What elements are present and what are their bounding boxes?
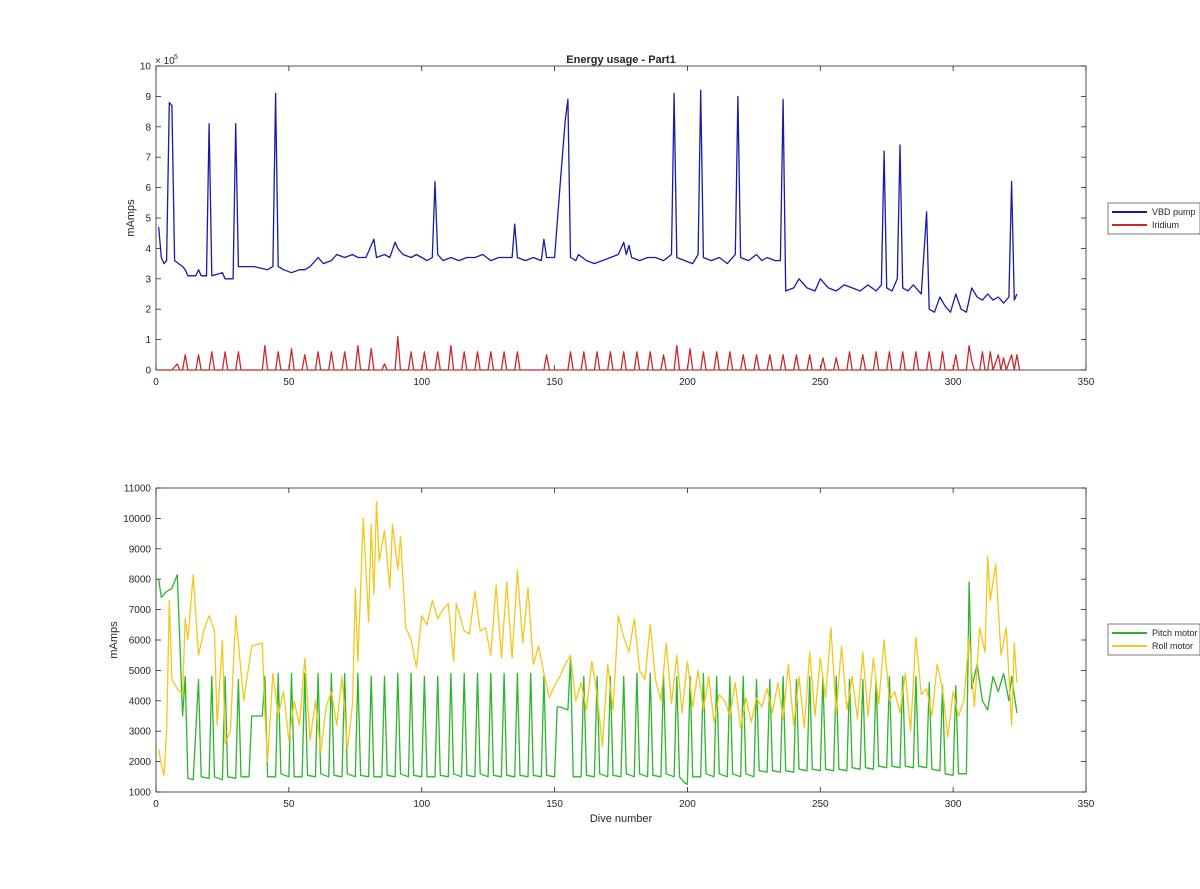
series-top xyxy=(158,89,1021,371)
energy-chart-top: Energy usage - Part1 mAmps × 10 5 0 50 100… xyxy=(125,54,1200,388)
legend-box-top xyxy=(1107,202,1200,235)
series-line-vbd-pump xyxy=(158,89,1018,313)
y-exponent-power: 5 xyxy=(174,54,178,61)
legend-box-bottom xyxy=(1107,623,1200,656)
y-tick-label: 6 xyxy=(145,183,151,194)
y-axis-label-bottom: mAmps xyxy=(108,621,120,659)
y-tick-label: 2 xyxy=(145,305,151,316)
legend-bottom: Pitch motor Roll motor xyxy=(1107,623,1200,656)
ticks-top: 0 50 100 150 200 250 300 350 0 1 2 3 4 5 6 7 8 9 10 xyxy=(140,62,1095,389)
y-axis-label-top: mAmps xyxy=(125,199,137,237)
y-tick-label: 7 xyxy=(145,153,151,164)
x-tick-label: 50 xyxy=(283,377,295,388)
ticks-bottom: 0 50 100 150 200 250 300 350 1000 2000 3000 4000 500… xyxy=(123,484,1095,811)
x-tick-label: 150 xyxy=(546,799,563,810)
x-tick-label: 350 xyxy=(1078,377,1095,388)
x-tick-label: 350 xyxy=(1078,799,1095,810)
x-tick-label: 150 xyxy=(546,377,563,388)
plot-area-top xyxy=(155,65,1087,371)
legend-label-pitch-motor: Pitch motor xyxy=(1152,628,1198,638)
legend-label-roll-motor: Roll motor xyxy=(1152,641,1193,651)
x-tick-label: 100 xyxy=(413,377,430,388)
y-tick-label: 2000 xyxy=(129,757,152,768)
y-tick-label: 7000 xyxy=(129,605,152,616)
legend-label-iridium: Iridium xyxy=(1152,220,1179,230)
series-bottom xyxy=(158,501,1018,786)
y-tick-label: 9 xyxy=(145,92,151,103)
x-tick-label: 200 xyxy=(679,377,696,388)
y-tick-label: 5000 xyxy=(129,666,152,677)
energy-chart-bottom: Dive number mAmps 0 50 100 150 200 250 300 350 1… xyxy=(108,484,1200,825)
y-tick-label: 0 xyxy=(145,366,151,377)
x-tick-label: 0 xyxy=(153,799,159,810)
y-tick-label: 1000 xyxy=(129,788,152,799)
x-tick-label: 200 xyxy=(679,799,696,810)
x-tick-label: 0 xyxy=(153,377,159,388)
x-tick-label: 50 xyxy=(283,799,295,810)
y-tick-label: 8 xyxy=(145,122,151,133)
x-tick-label: 100 xyxy=(413,799,430,810)
x-tick-label: 250 xyxy=(812,799,829,810)
y-tick-label: 10000 xyxy=(123,514,151,525)
y-tick-label: 5 xyxy=(145,214,151,225)
y-tick-label: 3000 xyxy=(129,727,152,738)
legend-top: VBD pump Iridium xyxy=(1107,202,1200,235)
chart-title: Energy usage - Part1 xyxy=(566,54,675,66)
y-tick-label: 6000 xyxy=(129,636,152,647)
y-tick-label: 11000 xyxy=(124,484,152,495)
x-tick-label: 300 xyxy=(945,377,962,388)
x-tick-label: 250 xyxy=(812,377,829,388)
plot-area-bottom xyxy=(155,487,1087,793)
y-tick-label: 9000 xyxy=(129,544,152,555)
y-tick-label: 4000 xyxy=(129,696,152,707)
series-line-iridium xyxy=(158,335,1021,371)
y-tick-label: 1 xyxy=(145,335,151,346)
y-tick-label: 3 xyxy=(145,274,151,285)
legend-label-vbd-pump: VBD pump xyxy=(1152,207,1196,217)
y-tick-label: 4 xyxy=(145,244,151,255)
series-line-roll-motor xyxy=(158,501,1018,776)
y-tick-label: 8000 xyxy=(129,575,152,586)
y-exponent-base: × 10 xyxy=(155,56,175,67)
y-tick-label: 10 xyxy=(140,62,152,73)
x-tick-label: 300 xyxy=(945,799,962,810)
series-line-pitch-motor xyxy=(158,573,1018,786)
x-axis-label: Dive number xyxy=(590,813,653,825)
